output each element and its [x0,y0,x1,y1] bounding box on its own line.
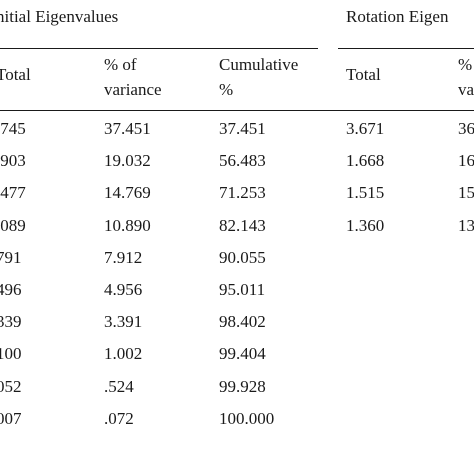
cell-percent-variance: .072 [104,409,134,428]
column-header-rotation-percent-line1: % [458,55,473,74]
column-header-percent-line2: variance [104,80,162,99]
cell-percent-variance: 10.890 [104,216,151,235]
cell-cumulative: 71.253 [219,183,266,202]
cell-percent-variance: 37.451 [104,119,151,138]
cell-cumulative: 56.483 [219,151,266,170]
cell-rotation-total: 1.668 [346,151,385,170]
cell-total: 100 [0,344,22,363]
cell-rotation-percent: 13 [458,216,474,235]
cell-total: .745 [0,119,26,138]
column-header-rotation-total: Total [346,65,381,84]
cell-percent-variance: 7.912 [104,248,143,267]
cell-percent-variance: 3.391 [104,312,143,331]
group-rule-initial [0,48,318,49]
cell-percent-variance: 4.956 [104,280,143,299]
cell-total: .903 [0,151,26,170]
cell-total: 496 [0,280,22,299]
cell-rotation-percent: 15 [458,183,474,202]
group-header-rotation-eigenvalues: Rotation Eigen [346,7,449,26]
cell-cumulative: 82.143 [219,216,266,235]
cell-cumulative: 95.011 [219,280,266,299]
cell-rotation-total: 1.515 [346,183,385,202]
cell-total: 339 [0,312,22,331]
cell-percent-variance: 1.002 [104,344,143,363]
cell-total: 052 [0,377,22,396]
group-rule-rotation [338,48,474,49]
cell-percent-variance: 14.769 [104,183,151,202]
cell-total: 007 [0,409,22,428]
cell-rotation-total: 1.360 [346,216,385,235]
cell-percent-variance: .524 [104,377,134,396]
cell-cumulative: 100.000 [219,409,275,428]
cell-percent-variance: 19.032 [104,151,151,170]
column-header-cumulative-line2: % [219,80,234,99]
cell-rotation-percent: 36 [458,119,474,138]
cell-cumulative: 99.928 [219,377,266,396]
cell-total: 791 [0,248,22,267]
cell-total: .089 [0,216,26,235]
cell-cumulative: 37.451 [219,119,266,138]
header-bottom-rule [0,110,474,111]
column-header-total: Total [0,65,31,84]
column-header-percent-line1: % of [104,55,137,74]
cell-rotation-total: 3.671 [346,119,385,138]
cell-cumulative: 99.404 [219,344,266,363]
cell-rotation-percent: 16 [458,151,474,170]
group-header-initial-eigenvalues: nitial Eigenvalues [0,7,119,26]
column-header-rotation-percent-line2: va [458,80,474,99]
column-header-cumulative-line1: Cumulative [219,55,299,74]
cell-cumulative: 90.055 [219,248,266,267]
cell-total: .477 [0,183,26,202]
cell-cumulative: 98.402 [219,312,266,331]
